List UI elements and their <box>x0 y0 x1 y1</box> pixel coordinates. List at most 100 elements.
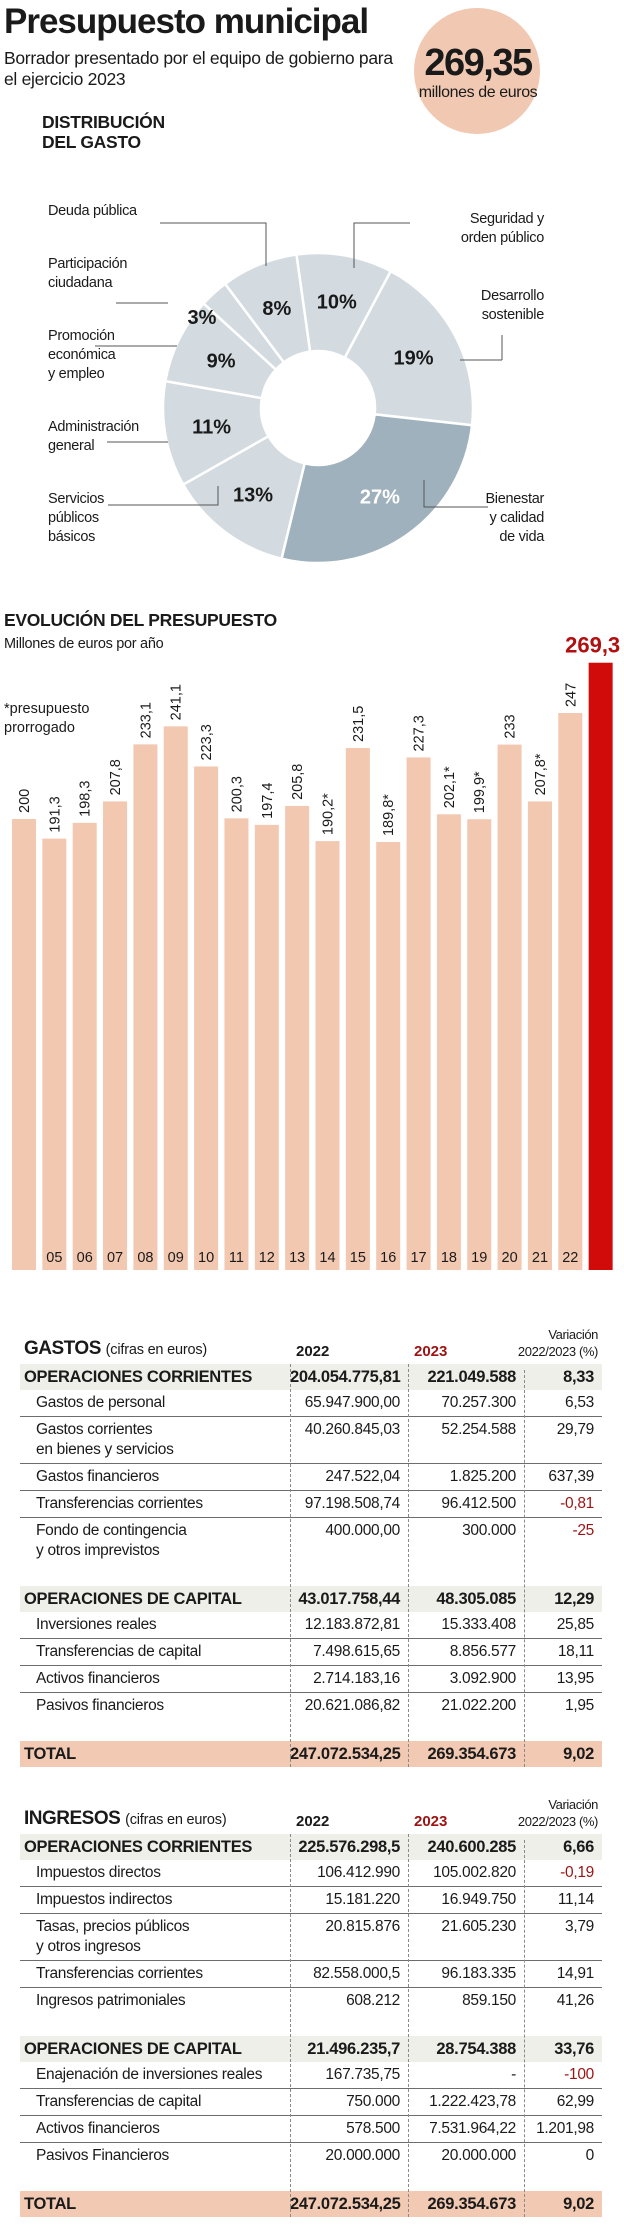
donut-category-label-line: Bienestar <box>485 491 544 507</box>
bar-value-label: 227,3 <box>412 715 428 751</box>
bar-chart-note-line: *presupuesto <box>4 701 90 717</box>
bar-category-label: 19 <box>471 1250 487 1266</box>
row-label: Transferencias de capital <box>20 1639 290 1665</box>
donut-value-label: 10% <box>317 292 357 314</box>
value-2022: 7.498.615,65 <box>313 1643 400 1660</box>
value-2022: 578.500 <box>346 2120 400 2137</box>
table-row: Activos financieros 578.500 7.531.964,22 1.… <box>20 2116 602 2143</box>
bar <box>376 842 401 1270</box>
donut-category-label: Deuda pública <box>48 202 188 221</box>
donut-category-label-line: y empleo <box>48 366 105 382</box>
bar-value-label: 202,1* <box>442 766 458 808</box>
row-label: Transferencias de capital <box>20 2089 290 2115</box>
value-2023: 1.222.423,78 <box>429 2093 516 2110</box>
value-2023: 15.333.408 <box>441 1616 516 1633</box>
row-label-text: Activos financieros <box>36 2120 160 2137</box>
ingresos-table-title: INGRESOS (cifras en euros) <box>24 1808 227 1830</box>
value-variation: 33,76 <box>554 2040 594 2058</box>
row-label-text: Inversiones reales <box>36 1616 157 1633</box>
bar-value-label: 200,3 <box>229 776 245 812</box>
donut-category-label: Servicios públicos básicos <box>48 490 188 547</box>
group-spacer <box>20 2014 602 2036</box>
bar-category-label: 13 <box>289 1250 305 1266</box>
column-header-variation-line: Variación <box>548 1797 598 1812</box>
bar-chart-note: *presupuesto prorrogado <box>4 700 124 738</box>
row-label-text: Impuestos indirectos <box>36 1891 173 1908</box>
row-label: Transferencias corrientes <box>20 1961 290 1987</box>
row-label: Impuestos indirectos <box>20 1887 290 1913</box>
bar <box>42 838 67 1270</box>
value-2022: 225.576.298,5 <box>298 1838 400 1856</box>
value-variation: -100 <box>564 2066 594 2083</box>
bar-value-label: 223,3 <box>199 724 215 760</box>
bar-value-label: 207,8 <box>108 759 124 795</box>
bar-category-label: 06 <box>77 1250 93 1266</box>
table-row: Transferencias corrientes 97.198.508,74 96… <box>20 1491 602 1518</box>
value-2022: 106.412.990 <box>317 1864 400 1881</box>
donut-leader-line <box>108 486 219 506</box>
donut-category-label-line: ciudadana <box>48 275 113 291</box>
value-variation: 62,99 <box>556 2093 595 2110</box>
donut-value-label: 11% <box>192 416 231 438</box>
table-row: Pasivos financieros 20.621.086,82 21.022.2… <box>20 1693 602 1719</box>
row-label-text: Transferencias corrientes <box>36 1495 203 1512</box>
row-label: Impuestos directos <box>20 1860 290 1886</box>
bar-category-label: 20 <box>502 1250 518 1266</box>
bar-value-label: 191,3 <box>47 796 63 832</box>
donut-category-label-line: sostenible <box>481 307 545 323</box>
donut-category-label-line: Promoción <box>48 328 115 344</box>
ingresos-table-header: INGRESOS (cifras en euros) 2022 2023 Variac… <box>20 1790 602 1834</box>
donut-category-label-line: Servicios <box>48 491 105 507</box>
value-2023: 70.257.300 <box>441 1394 516 1411</box>
donut-category-label: Bienestar y calidad de vida <box>404 490 544 547</box>
value-variation: 9,02 <box>563 2195 594 2213</box>
table-row: Gastos financieros 247.522,04 1.825.200 637… <box>20 1464 602 1491</box>
column-separator <box>524 1370 525 1767</box>
value-2023: 21.605.230 <box>441 1918 516 1935</box>
bar-value-label: 233 <box>503 714 519 738</box>
donut-leader-line <box>423 480 488 508</box>
value-2022: 97.198.508,74 <box>304 1495 401 1512</box>
value-variation: -0,81 <box>560 1495 594 1512</box>
row-label-text: Impuestos directos <box>36 1864 161 1881</box>
donut-category-label: Desarrollo sostenible <box>404 287 544 325</box>
table-row: Activos financieros 2.714.183,16 3.092.900… <box>20 1666 602 1693</box>
value-variation: 6,53 <box>565 1394 594 1411</box>
row-label-text: Enajenación de inversiones reales <box>36 2066 263 2083</box>
value-2022: 82.558.000,5 <box>313 1965 400 1982</box>
bar <box>224 818 249 1270</box>
column-header-variation-line: 2022/2023 (%) <box>517 1344 598 1359</box>
bar-category-label: 18 <box>441 1250 457 1266</box>
bar <box>497 744 522 1270</box>
row-label-line: Tasas, precios públicos <box>36 1918 190 1935</box>
value-variation: 3,79 <box>565 1918 594 1935</box>
bar-category-label: 17 <box>410 1250 426 1266</box>
bar <box>194 766 219 1270</box>
donut-value-label: 27% <box>360 486 400 508</box>
bar-category-label: 22 <box>562 1250 578 1266</box>
column-header-variation-line: 2022/2023 (%) <box>517 1814 598 1829</box>
bar-category-label: 05 <box>46 1250 62 1266</box>
value-2023: 21.022.200 <box>441 1697 516 1714</box>
donut-value-label: 8% <box>262 298 291 320</box>
column-header-2022: 2022 <box>296 1813 330 1830</box>
row-label-text: Transferencias de capital <box>36 2093 202 2110</box>
row-label: Transferencias corrientes <box>20 1491 290 1517</box>
gastos-table: GASTOS (cifras en euros) 2022 2023 Variació… <box>20 1320 602 1767</box>
row-label: Gastos de personal <box>20 1390 290 1416</box>
ingresos-title-text: INGRESOS <box>24 1808 121 1829</box>
table-row: Impuestos directos 106.412.990 105.002.820… <box>20 1860 602 1887</box>
gastos-table-title: GASTOS (cifras en euros) <box>24 1338 207 1360</box>
table-row: Fondo de contingencia y otros imprevistos… <box>20 1518 602 1564</box>
donut-category-label-line: general <box>48 438 95 454</box>
row-label: OPERACIONES CORRIENTES <box>20 1364 290 1390</box>
group-row: OPERACIONES CORRIENTES 204.054.775,81 221.… <box>20 1364 602 1390</box>
value-2022: 400.000,00 <box>325 1522 400 1539</box>
row-label: OPERACIONES DE CAPITAL <box>20 1586 290 1612</box>
donut-category-label-line: Administración <box>48 419 139 435</box>
bar <box>588 662 613 1270</box>
page-subtitle: Borrador presentado por el equipo de gob… <box>4 48 393 89</box>
row-label-line: en bienes y servicios <box>36 1441 174 1458</box>
table-row: Impuestos indirectos 15.181.220 16.949.750… <box>20 1887 602 1914</box>
value-2022: 204.054.775,81 <box>290 1368 401 1386</box>
